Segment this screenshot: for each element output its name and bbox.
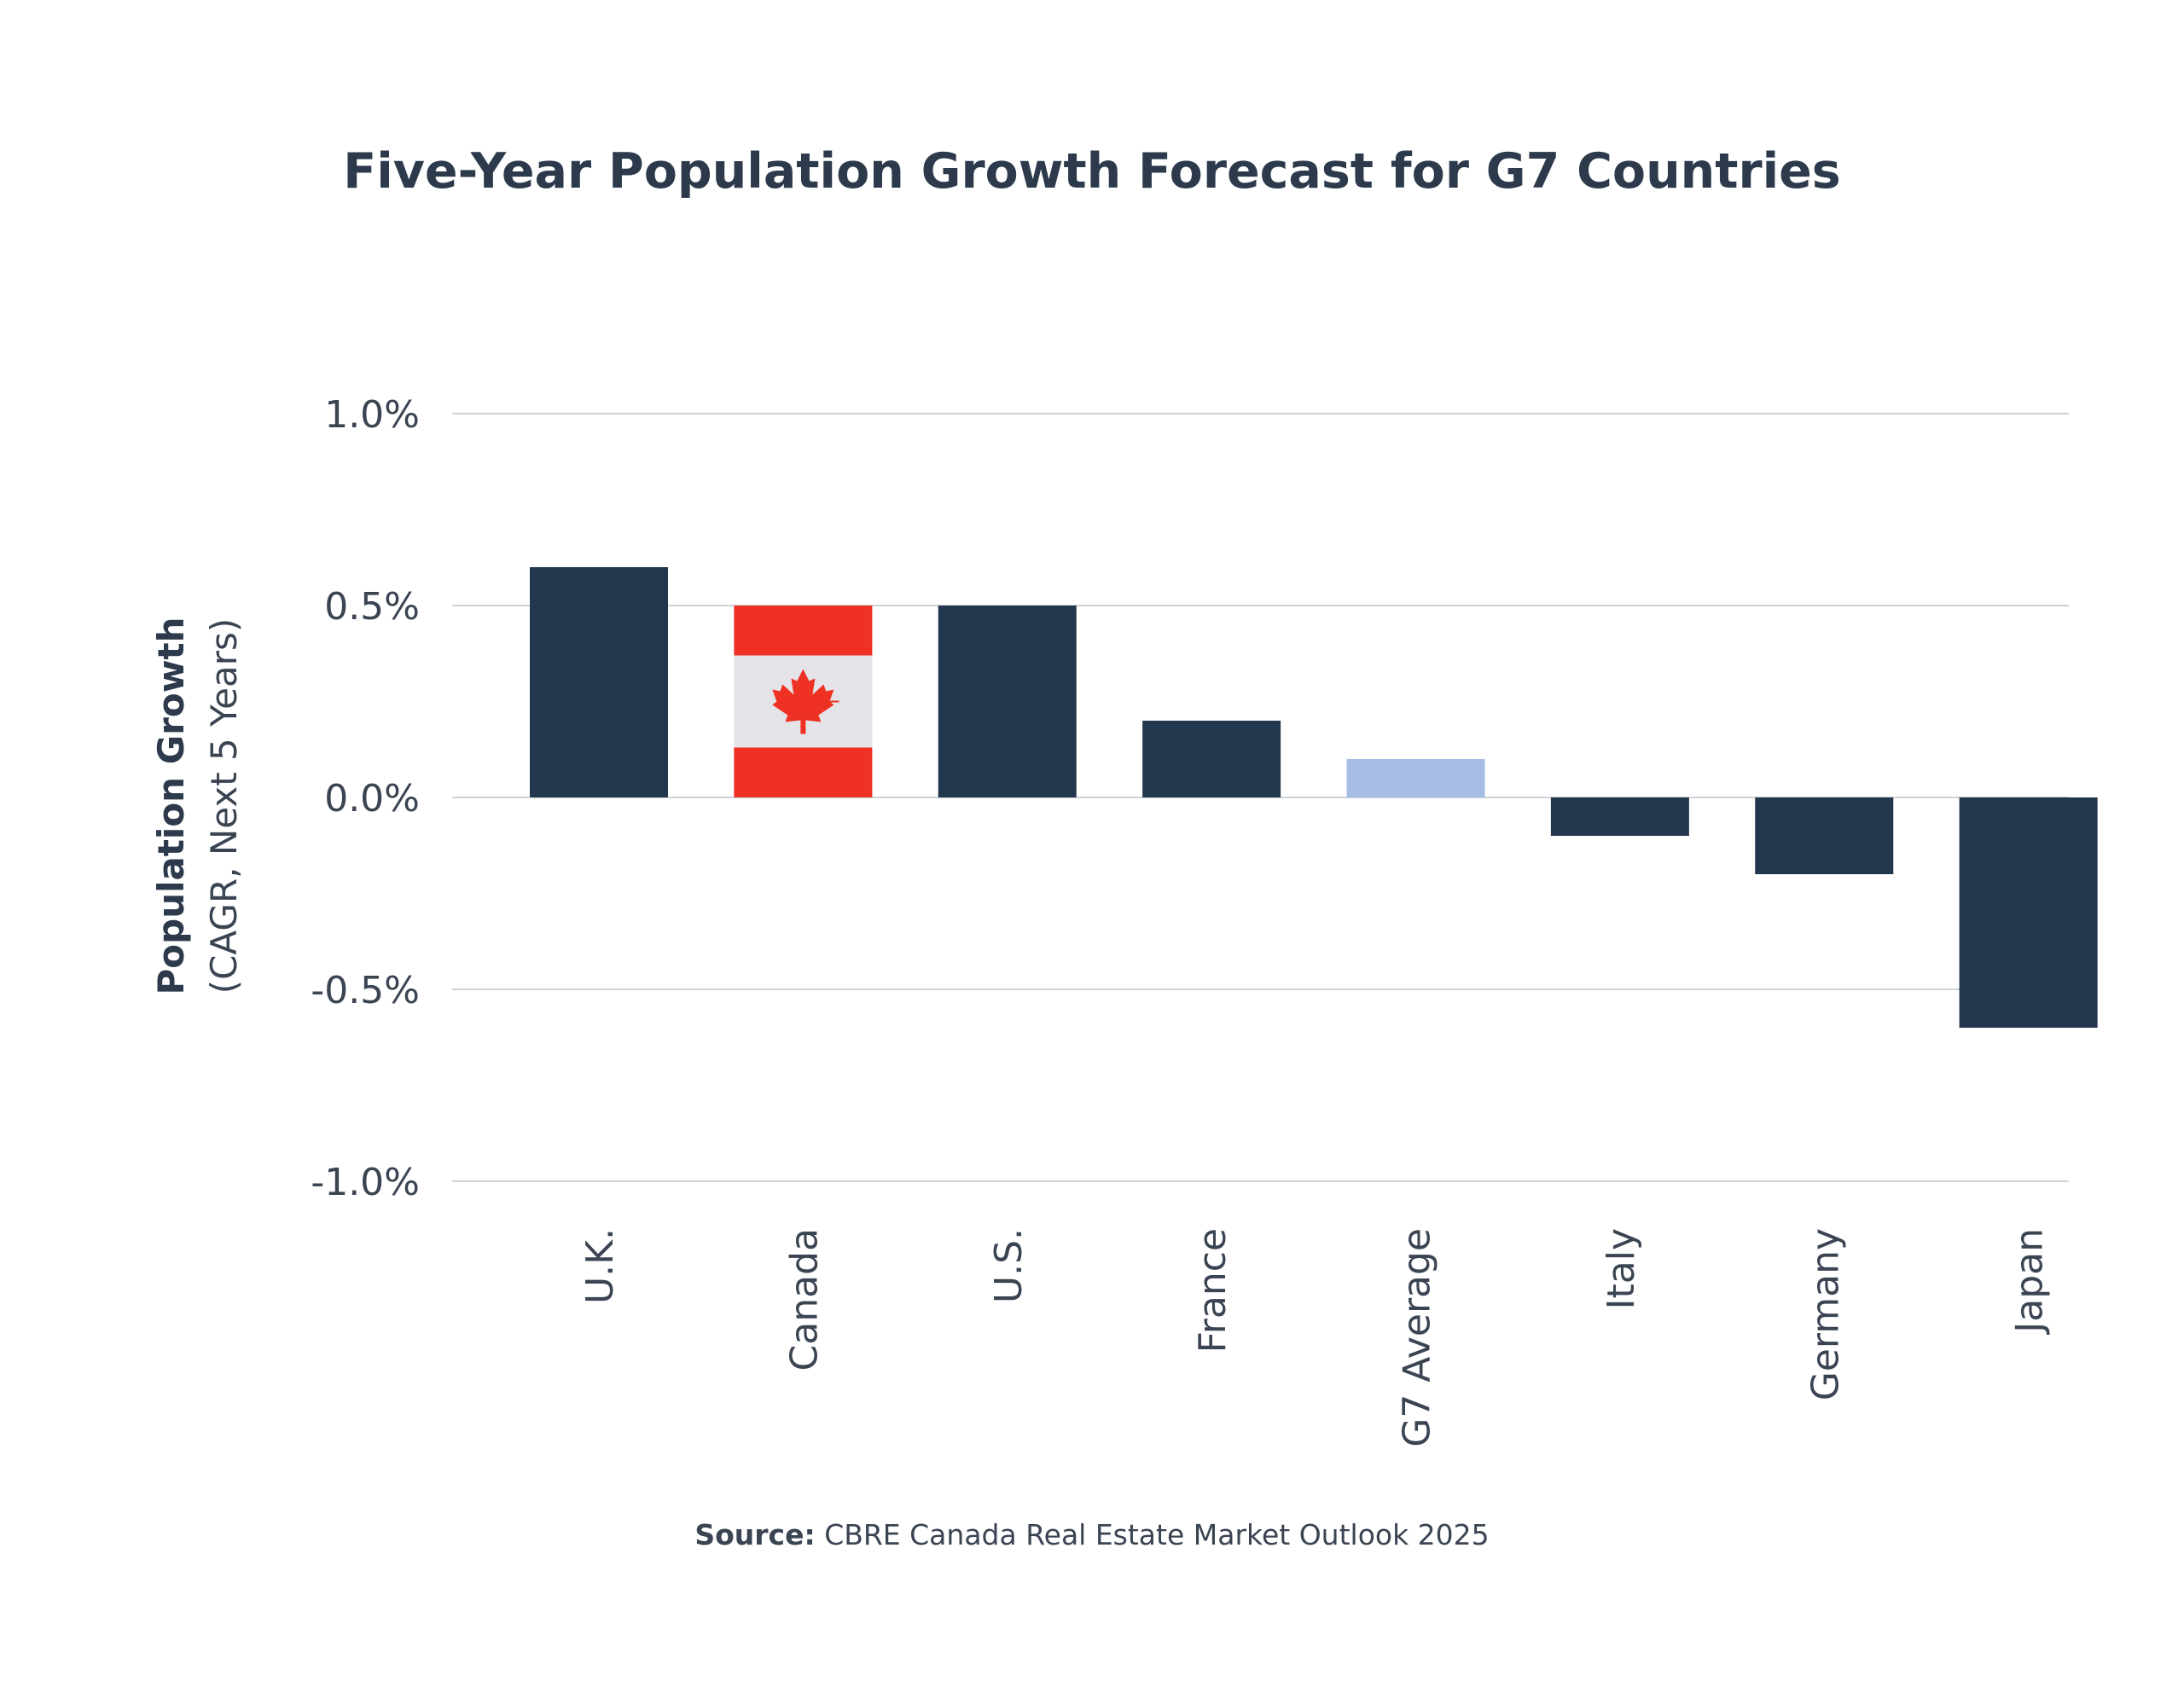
x-tick-label: Germany bbox=[1804, 1228, 1847, 1400]
y-tick-label: 0.5% bbox=[324, 585, 420, 629]
bar-u-k bbox=[530, 567, 668, 797]
x-tick-label: U.S. bbox=[987, 1228, 1031, 1303]
y-axis-ticks: 1.0% 0.5% 0.0% -0.5% -1.0% bbox=[311, 393, 420, 1204]
bar-u-s bbox=[938, 606, 1077, 797]
bar-germany bbox=[1755, 797, 1894, 874]
flag-red-band-top bbox=[734, 606, 873, 656]
source-label: Source: bbox=[694, 1518, 816, 1551]
bar-g7-average bbox=[1346, 759, 1485, 797]
x-tick-label: Japan bbox=[2008, 1228, 2052, 1336]
x-tick-label: Italy bbox=[1600, 1228, 1643, 1309]
y-tick-label: -1.0% bbox=[311, 1161, 420, 1204]
bars bbox=[530, 567, 2098, 1028]
bar-france bbox=[1142, 721, 1281, 797]
y-axis-sublabel: (CAGR, Next 5 Years) bbox=[203, 618, 245, 994]
chart-title: Five-Year Population Growth Forecast for… bbox=[343, 143, 1841, 200]
y-tick-label: 0.0% bbox=[324, 777, 420, 820]
x-axis-labels: U.K. Canada U.S. France G7 Average Italy Germa… bbox=[578, 1228, 2052, 1447]
y-axis-label: Population Growth bbox=[150, 617, 192, 994]
x-tick-label: G7 Average bbox=[1396, 1228, 1439, 1447]
source-text: CBRE Canada Real Estate Market Outlook 2… bbox=[824, 1518, 1490, 1551]
flag-red-band-bottom bbox=[734, 747, 873, 797]
bar-japan bbox=[1959, 797, 2098, 1028]
x-tick-label: Canada bbox=[782, 1228, 826, 1371]
bar-canada-flag bbox=[734, 606, 873, 797]
bar-italy bbox=[1550, 797, 1689, 836]
y-axis-title: Population Growth (CAGR, Next 5 Years) bbox=[150, 617, 245, 994]
y-tick-label: 1.0% bbox=[324, 393, 420, 437]
source-note: Source: CBRE Canada Real Estate Market O… bbox=[0, 1518, 2184, 1551]
y-tick-label: -0.5% bbox=[311, 969, 420, 1012]
x-tick-label: France bbox=[1191, 1228, 1234, 1353]
x-tick-label: U.K. bbox=[578, 1228, 622, 1304]
